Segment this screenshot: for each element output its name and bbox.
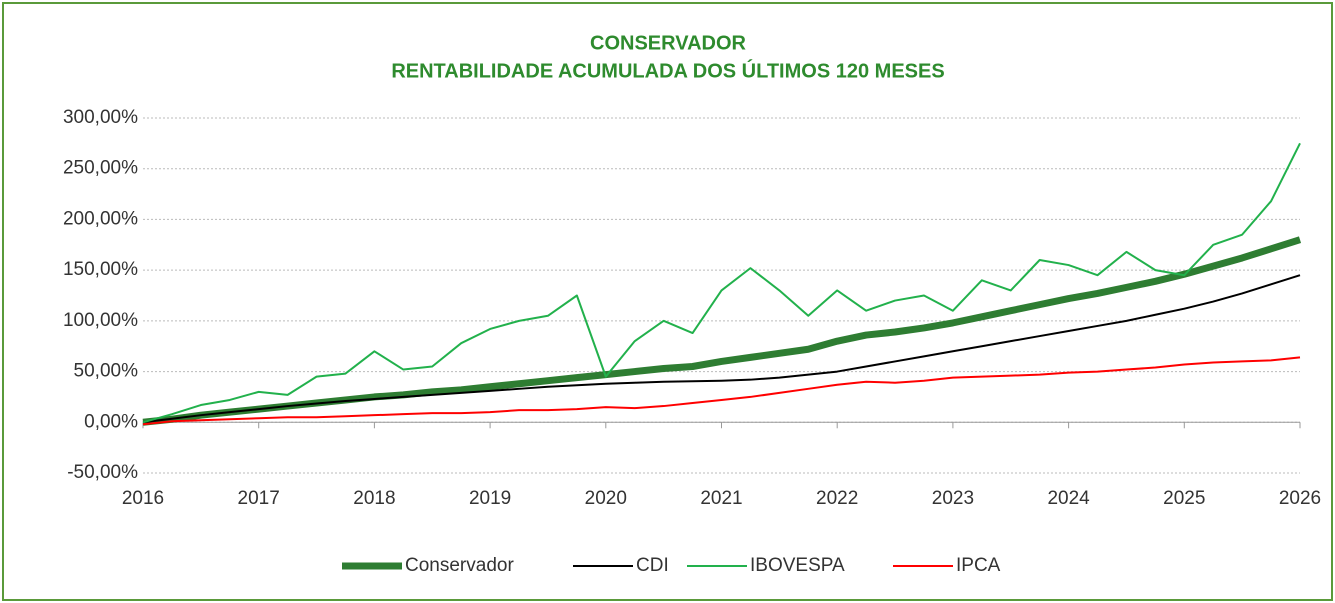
chart-subtitle: RENTABILIDADE ACUMULADA DOS ÚLTIMOS 120 … (391, 58, 944, 82)
chart-title: CONSERVADOR (590, 32, 747, 54)
y-tick-label: -50,00% (67, 462, 138, 483)
x-tick-label: 2020 (585, 488, 627, 509)
x-tick-label: 2025 (1163, 488, 1205, 509)
series-line (142, 356, 1301, 426)
x-tick-label: 2026 (1279, 488, 1321, 509)
x-tick-label: 2017 (238, 488, 280, 509)
legend-label: Conservador (405, 555, 514, 576)
x-tick-label: 2024 (1047, 488, 1090, 509)
y-tick-label: 100,00% (63, 310, 138, 331)
legend-label: IPCA (956, 555, 1001, 576)
y-tick-label: 0,00% (84, 411, 138, 432)
y-tick-label: 150,00% (63, 259, 138, 280)
legend-label: IBOVESPA (750, 555, 845, 576)
y-tick-label: 250,00% (63, 158, 138, 179)
x-tick-label: 2022 (816, 488, 858, 509)
y-tick-label: 300,00% (63, 107, 138, 128)
x-tick-label: 2019 (469, 488, 511, 509)
series-line (142, 142, 1301, 424)
x-tick-label: 2018 (353, 488, 395, 509)
x-tick-label: 2016 (122, 488, 164, 509)
series-line (142, 274, 1301, 424)
x-tick-label: 2023 (932, 488, 974, 509)
x-tick-label: 2021 (700, 488, 742, 509)
y-tick-label: 50,00% (74, 361, 139, 382)
y-tick-label: 200,00% (63, 208, 138, 229)
legend-label: CDI (636, 555, 669, 576)
